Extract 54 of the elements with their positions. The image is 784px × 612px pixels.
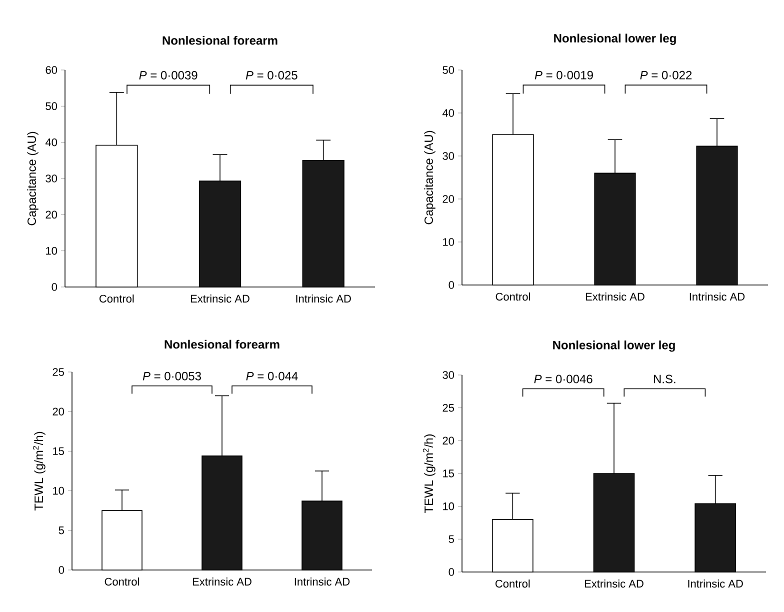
y-tick-label: 0 xyxy=(448,281,454,289)
y-axis-title: TEWL (g/m$^{2}$/h) xyxy=(422,434,436,514)
y-tick-label: 15 xyxy=(53,447,64,456)
annotation: P = 0·025 xyxy=(246,70,298,80)
y-tick-label: 0 xyxy=(52,283,58,291)
y-tick-label: 30 xyxy=(442,152,454,160)
x-tick-label: Intrinsic AD xyxy=(294,578,350,586)
y-tick-label: 30 xyxy=(442,371,454,379)
annotation: P = 0·0046 xyxy=(534,374,592,384)
x-tick-label: Control xyxy=(496,292,530,301)
y-tick-label: 25 xyxy=(442,404,454,412)
chart-title: Nonlesional lower leg xyxy=(554,34,676,45)
y-tick-label: 20 xyxy=(442,436,454,445)
annotation: P = 0·0039 xyxy=(139,70,198,80)
chart-title: Nonlesional forearm xyxy=(162,36,278,45)
x-tick-label: Extrinsic AD xyxy=(190,294,250,303)
y-tick-label: 15 xyxy=(443,470,454,478)
y-tick-label: 60 xyxy=(46,66,58,74)
y-tick-label: 20 xyxy=(442,195,454,203)
annotation: P = 0·0019 xyxy=(534,70,593,80)
y-tick-label: 40 xyxy=(442,109,454,117)
y-tick-label: 30 xyxy=(46,174,58,182)
y-tick-label: 10 xyxy=(46,246,58,255)
y-tick-label: 5 xyxy=(58,526,64,534)
y-axis-title: TEWL (g/m$^{2}$/h) xyxy=(32,432,46,511)
x-tick-label: Extrinsic AD xyxy=(586,292,644,301)
x-tick-label: Extrinsic AD xyxy=(192,578,252,586)
y-tick-label: 25 xyxy=(52,368,64,376)
y-tick-label: 10 xyxy=(53,486,64,495)
y-tick-label: 50 xyxy=(46,102,58,110)
y-tick-label: 20 xyxy=(52,408,64,416)
chart-title: Nonlesional forearm xyxy=(164,340,280,349)
x-tick-label: Intrinsic AD xyxy=(688,580,743,588)
y-tick-label: 40 xyxy=(45,138,58,146)
annotation: N.S. xyxy=(654,374,676,384)
annotation: P = 0·0053 xyxy=(142,372,201,380)
y-tick-label: 0 xyxy=(448,568,454,576)
x-tick-label: Intrinsic AD xyxy=(690,292,745,301)
x-tick-label: Extrinsic AD xyxy=(584,580,644,588)
x-tick-label: Control xyxy=(100,294,134,303)
y-tick-label: 5 xyxy=(448,535,454,543)
annotation: P = 0·044 xyxy=(246,372,298,380)
annotation: P = 0·022 xyxy=(640,70,692,80)
y-tick-label: 50 xyxy=(442,66,454,74)
y-tick-label: 0 xyxy=(58,566,64,574)
y-tick-label: 20 xyxy=(46,210,58,219)
y-axis-title: Capacitance (AU) xyxy=(424,130,436,224)
y-tick-label: 10 xyxy=(443,238,454,246)
y-axis-title: Capacitance (AU) xyxy=(27,132,38,226)
x-tick-label: Control xyxy=(104,578,139,586)
x-tick-label: Intrinsic AD xyxy=(296,294,351,303)
chart-title: Nonlesional lower leg xyxy=(553,340,675,352)
y-tick-label: 10 xyxy=(443,502,454,510)
x-tick-label: Control xyxy=(496,580,530,588)
